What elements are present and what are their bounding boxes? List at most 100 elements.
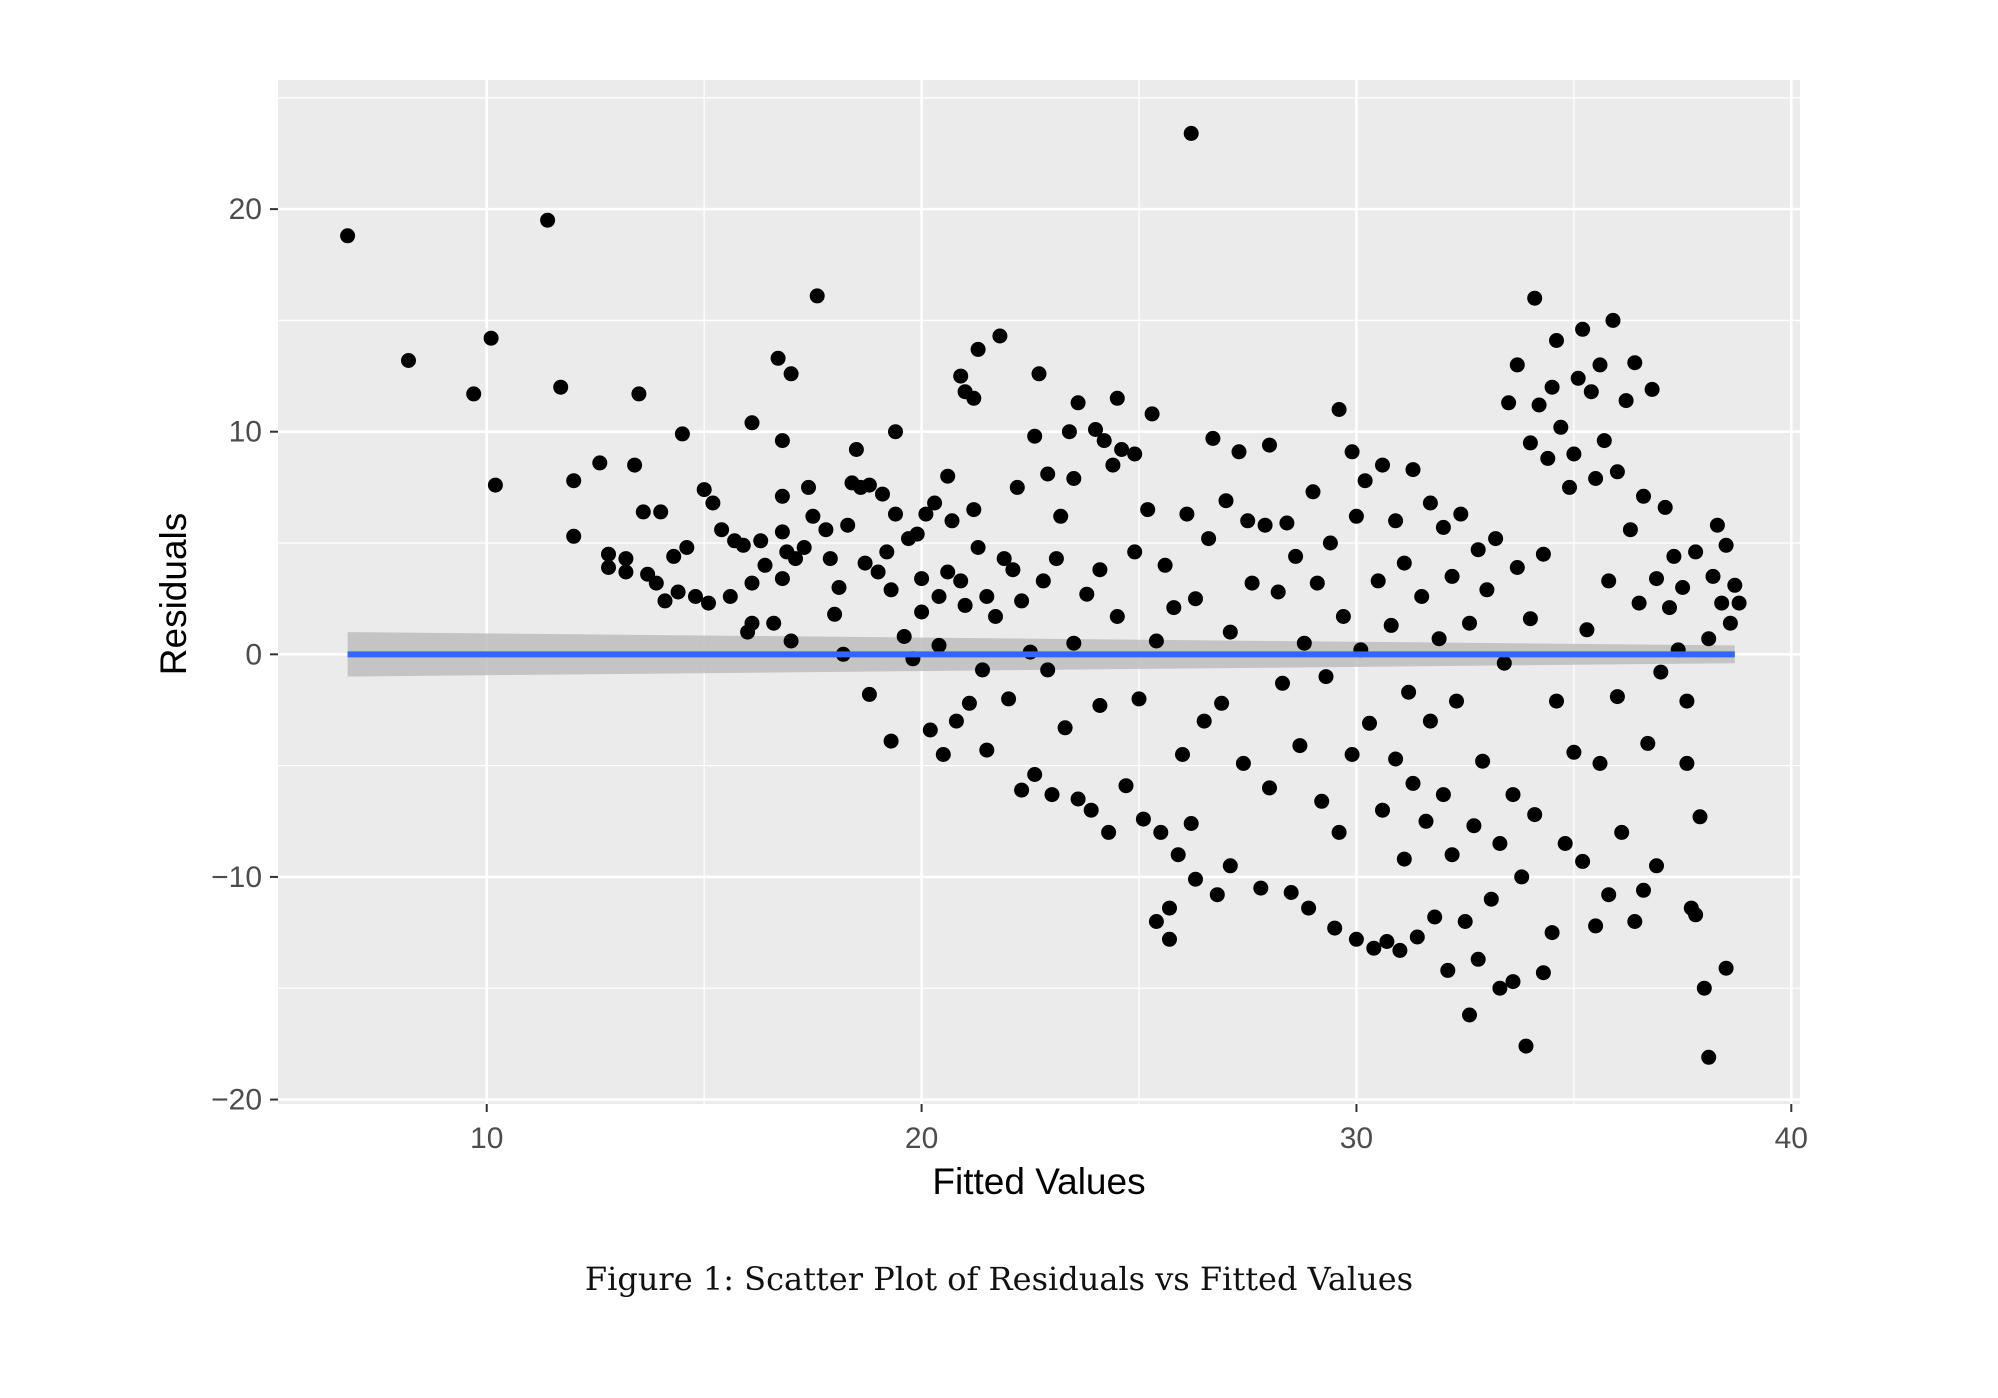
data-point xyxy=(1301,900,1317,916)
data-point xyxy=(1614,824,1630,840)
data-point xyxy=(1288,548,1304,564)
data-point xyxy=(592,455,608,471)
data-point xyxy=(774,433,790,449)
data-point xyxy=(801,479,816,495)
data-point xyxy=(1435,519,1451,535)
data-point xyxy=(1444,847,1460,863)
data-point xyxy=(1366,940,1382,956)
data-point xyxy=(1244,575,1260,591)
data-point xyxy=(805,508,821,524)
data-point xyxy=(696,482,712,498)
data-point xyxy=(1053,508,1069,524)
data-point xyxy=(1483,891,1499,907)
data-point xyxy=(1170,847,1186,863)
data-point xyxy=(1609,464,1625,480)
data-point xyxy=(1518,1038,1534,1054)
data-point xyxy=(1162,931,1177,947)
data-point xyxy=(618,551,634,567)
data-point xyxy=(1314,793,1330,809)
data-point xyxy=(1731,595,1747,611)
data-point xyxy=(1540,450,1556,466)
data-point xyxy=(927,495,943,511)
data-point xyxy=(1562,479,1577,495)
data-point xyxy=(631,386,647,402)
x-tick-label: 10 xyxy=(470,1122,503,1155)
data-point xyxy=(1218,493,1234,509)
data-point xyxy=(1309,575,1325,591)
data-point xyxy=(674,426,690,442)
data-point xyxy=(1527,290,1543,306)
data-point xyxy=(827,606,843,622)
data-point xyxy=(1709,517,1725,533)
data-point xyxy=(1522,435,1538,451)
data-point xyxy=(1101,824,1117,840)
data-point xyxy=(861,686,877,702)
data-point xyxy=(1514,869,1530,885)
data-point xyxy=(970,540,986,555)
data-point xyxy=(896,629,912,644)
data-point xyxy=(831,580,847,595)
data-point xyxy=(1114,442,1130,457)
data-point xyxy=(957,597,973,613)
data-point xyxy=(1048,551,1064,567)
data-point xyxy=(1605,312,1621,328)
y-axis-label: Residuals xyxy=(153,513,194,675)
data-point xyxy=(1588,471,1604,486)
data-point xyxy=(1014,593,1030,609)
data-point xyxy=(1396,555,1412,571)
data-point xyxy=(1348,931,1364,947)
data-point xyxy=(1566,446,1582,462)
data-point xyxy=(1222,858,1238,874)
data-point xyxy=(1318,669,1334,685)
data-point xyxy=(483,330,499,346)
data-point xyxy=(1140,502,1156,518)
data-point xyxy=(783,633,799,649)
data-point xyxy=(1492,836,1508,851)
data-point xyxy=(1270,584,1286,600)
data-point xyxy=(618,564,634,580)
data-point xyxy=(888,506,903,522)
data-point xyxy=(848,442,864,457)
data-point xyxy=(1348,508,1364,524)
minor-gridlines xyxy=(278,80,1800,1104)
data-point xyxy=(1162,900,1177,916)
data-point xyxy=(1409,929,1425,945)
data-point xyxy=(1449,693,1464,709)
data-point xyxy=(1040,662,1056,678)
data-point xyxy=(953,368,969,384)
data-point xyxy=(1440,962,1456,978)
data-point xyxy=(1688,544,1704,560)
data-point xyxy=(766,615,782,631)
data-point xyxy=(1262,780,1277,796)
data-point xyxy=(1327,920,1343,936)
data-point xyxy=(1370,573,1386,589)
data-point xyxy=(1718,960,1734,976)
data-point xyxy=(1553,419,1569,435)
data-point xyxy=(783,366,799,382)
data-point xyxy=(1557,836,1573,851)
data-point xyxy=(1462,615,1477,631)
data-point xyxy=(1131,691,1147,707)
data-point xyxy=(1283,885,1299,900)
data-point xyxy=(1079,586,1095,602)
data-point xyxy=(1066,471,1082,486)
data-point xyxy=(670,584,686,600)
data-point xyxy=(701,595,716,611)
x-tick-label: 20 xyxy=(905,1122,938,1155)
data-point xyxy=(1375,457,1390,473)
x-tick-label: 40 xyxy=(1775,1122,1808,1155)
data-point xyxy=(940,468,956,484)
data-point xyxy=(1636,882,1651,898)
data-point xyxy=(1109,609,1125,624)
data-point xyxy=(666,548,682,564)
data-point xyxy=(1657,499,1673,515)
data-point xyxy=(1601,887,1617,903)
data-point xyxy=(1157,557,1173,573)
data-point xyxy=(796,540,812,555)
data-point xyxy=(1183,816,1199,831)
data-point xyxy=(1027,767,1043,782)
data-point xyxy=(1009,479,1025,495)
data-point xyxy=(1183,125,1199,141)
data-point xyxy=(1453,506,1469,522)
data-point xyxy=(1422,495,1438,511)
